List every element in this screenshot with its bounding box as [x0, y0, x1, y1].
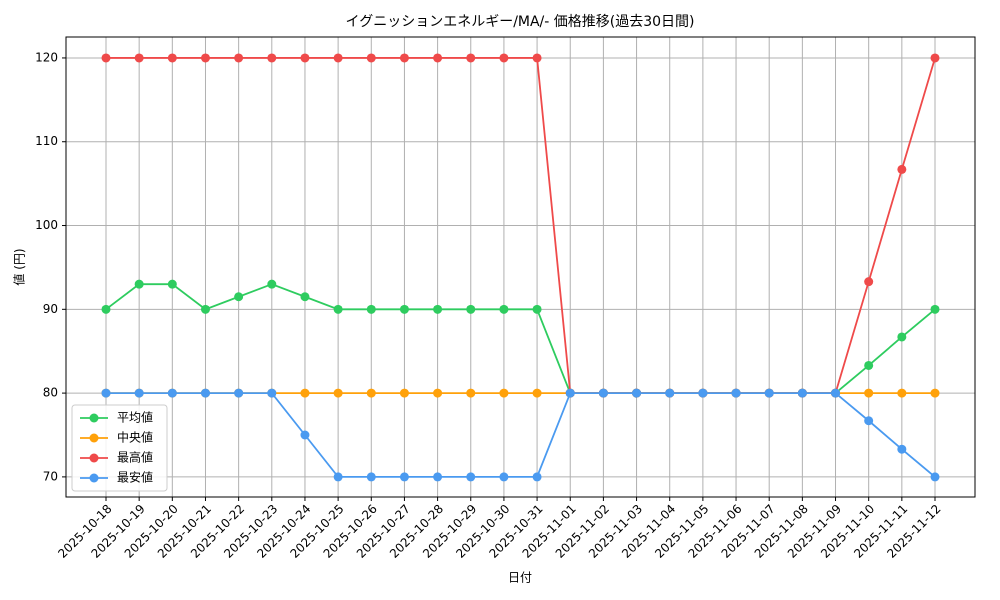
y-tick-label: 70 — [43, 469, 58, 483]
data-point — [930, 388, 940, 398]
data-point — [234, 388, 244, 398]
legend-marker — [89, 473, 99, 483]
data-point — [366, 472, 376, 482]
legend-label: 最安値 — [117, 470, 153, 485]
data-point — [433, 53, 443, 63]
data-point — [134, 53, 144, 63]
y-tick-label: 80 — [43, 386, 58, 400]
data-point — [200, 53, 210, 63]
grid — [66, 37, 975, 497]
data-point — [366, 53, 376, 63]
legend-box — [71, 404, 168, 492]
data-point — [930, 304, 940, 314]
data-point — [101, 53, 111, 63]
data-point — [698, 388, 708, 398]
data-point — [930, 472, 940, 482]
legend-marker — [89, 453, 99, 463]
data-point — [764, 388, 774, 398]
data-point — [897, 388, 907, 398]
data-point — [433, 388, 443, 398]
y-tick-label: 90 — [43, 302, 58, 316]
legend-label: 中央値 — [117, 430, 153, 445]
data-point — [499, 304, 509, 314]
data-point — [632, 388, 642, 398]
data-point — [864, 416, 874, 426]
series-line — [105, 283, 936, 395]
data-point — [300, 53, 310, 63]
data-point — [101, 304, 111, 314]
data-point — [864, 360, 874, 370]
data-point — [499, 472, 509, 482]
data-point — [532, 53, 542, 63]
data-point — [864, 277, 874, 287]
data-point — [234, 292, 244, 302]
data-point — [499, 53, 509, 63]
data-point — [797, 388, 807, 398]
data-point — [399, 472, 409, 482]
data-point — [399, 53, 409, 63]
data-point — [399, 304, 409, 314]
data-point — [532, 304, 542, 314]
data-point — [200, 304, 210, 314]
legend-label: 平均値 — [117, 410, 153, 425]
data-point — [300, 388, 310, 398]
data-point — [267, 53, 277, 63]
data-point — [366, 304, 376, 314]
data-point — [565, 388, 575, 398]
data-point — [466, 304, 476, 314]
data-point — [831, 388, 841, 398]
legend-marker — [89, 433, 99, 443]
data-point — [930, 53, 940, 63]
x-axis-label: 日付 — [508, 571, 532, 585]
data-point — [333, 304, 343, 314]
data-point — [267, 388, 277, 398]
data-point — [333, 472, 343, 482]
data-point — [167, 53, 177, 63]
y-axis-label: 値 (円) — [12, 248, 27, 285]
data-point — [366, 388, 376, 398]
data-point — [466, 388, 476, 398]
data-point — [731, 388, 741, 398]
data-point — [267, 279, 277, 289]
data-point — [897, 332, 907, 342]
chart-title: イグニッションエネルギー/MA/- 価格推移(過去30日間) — [345, 14, 694, 30]
data-point — [665, 388, 675, 398]
data-point — [532, 472, 542, 482]
legend-marker — [89, 413, 99, 423]
data-point — [433, 472, 443, 482]
data-point — [598, 388, 608, 398]
y-tick-label: 110 — [35, 134, 58, 148]
data-point — [433, 304, 443, 314]
data-point — [134, 279, 144, 289]
y-tick-label: 100 — [35, 218, 58, 232]
data-point — [200, 388, 210, 398]
data-point — [167, 388, 177, 398]
data-point — [300, 292, 310, 302]
data-point — [864, 388, 874, 398]
data-point — [101, 388, 111, 398]
data-point — [399, 388, 409, 398]
data-point — [897, 444, 907, 454]
data-point — [466, 53, 476, 63]
data-point — [499, 388, 509, 398]
legend-label: 最高値 — [117, 450, 153, 465]
data-point — [333, 388, 343, 398]
data-point — [167, 279, 177, 289]
data-point — [333, 53, 343, 63]
data-point — [134, 388, 144, 398]
series-line — [106, 392, 936, 478]
data-point — [466, 472, 476, 482]
data-point — [300, 430, 310, 440]
y-tick-label: 120 — [35, 50, 58, 64]
plot-frame — [65, 36, 976, 498]
data-point — [532, 388, 542, 398]
data-point — [897, 164, 907, 174]
data-point — [234, 53, 244, 63]
